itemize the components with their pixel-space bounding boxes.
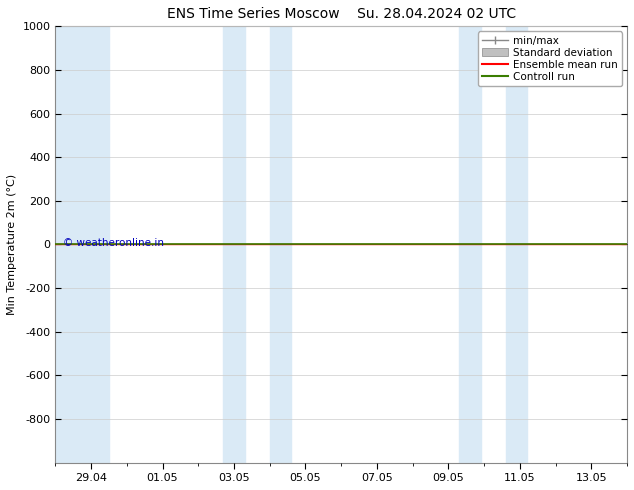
Title: ENS Time Series Moscow    Su. 28.04.2024 02 UTC: ENS Time Series Moscow Su. 28.04.2024 02… bbox=[167, 7, 516, 21]
Bar bbox=[459, 26, 481, 463]
Text: © weatheronline.in: © weatheronline.in bbox=[63, 238, 164, 248]
Legend: min/max, Standard deviation, Ensemble mean run, Controll run: min/max, Standard deviation, Ensemble me… bbox=[477, 31, 622, 86]
Bar bbox=[269, 26, 291, 463]
Bar bbox=[55, 26, 109, 463]
Y-axis label: Min Temperature 2m (°C): Min Temperature 2m (°C) bbox=[7, 174, 17, 315]
Bar bbox=[505, 26, 527, 463]
Bar bbox=[223, 26, 245, 463]
